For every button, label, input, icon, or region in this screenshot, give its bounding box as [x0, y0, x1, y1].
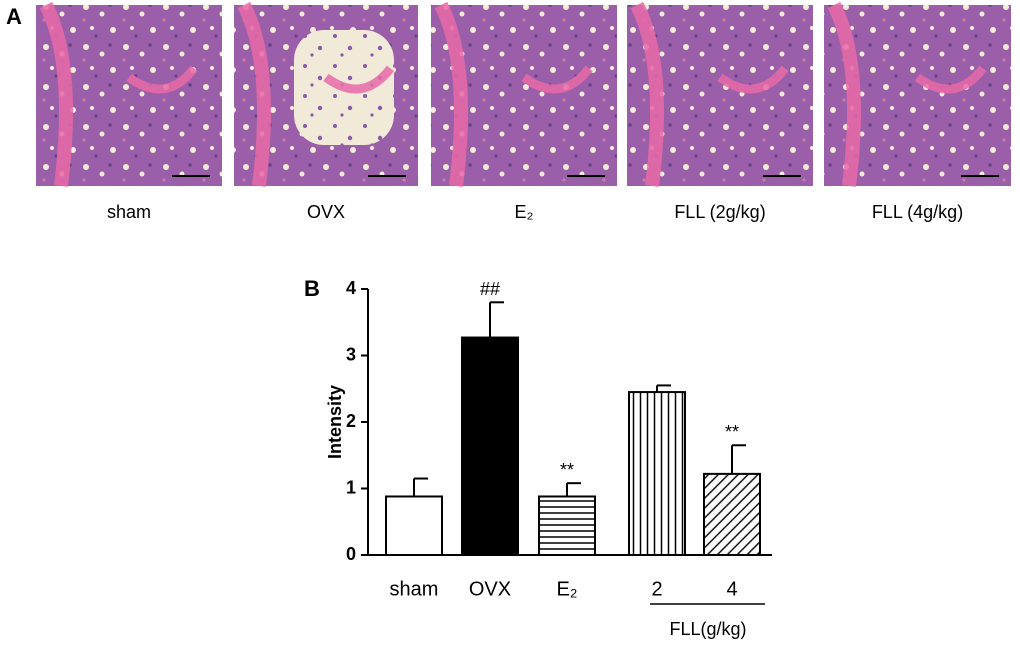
trabecula [126, 65, 198, 94]
y-tick-label: 3 [346, 344, 356, 364]
trabecula [914, 65, 987, 94]
image-row [36, 1, 1011, 187]
trabecula [521, 65, 593, 94]
significance-label: ** [560, 460, 574, 480]
y-tick-label: 0 [346, 544, 356, 564]
y-tick-label: 1 [346, 477, 356, 497]
trabecula [717, 65, 789, 94]
image-caption: E₂ [515, 202, 534, 222]
bar [703, 472, 761, 556]
panel-label: B [304, 276, 320, 301]
trabecula [827, 1, 861, 187]
bar [628, 391, 686, 557]
trabecula [630, 1, 664, 187]
trabecula [323, 65, 394, 94]
image-caption: FLL (2g/kg) [674, 202, 765, 222]
x-tick-label: E₂ [556, 578, 577, 600]
significance-label: ## [480, 279, 500, 299]
x-tick-label: OVX [469, 578, 511, 600]
bar [461, 336, 519, 557]
y-axis-label: Intensity [325, 385, 345, 459]
significance-label: ** [725, 422, 739, 442]
bar [538, 495, 596, 557]
bar [385, 495, 443, 557]
x-tick-label: 2 [651, 578, 662, 600]
image-caption: FLL (4g/kg) [872, 202, 963, 222]
group-label: FLL(g/kg) [669, 619, 746, 639]
y-tick-label: 2 [346, 411, 356, 431]
image-caption: sham [107, 202, 151, 222]
panel-label: A [6, 4, 22, 29]
y-tick-label: 4 [346, 278, 356, 298]
x-tick-label: 4 [726, 578, 737, 600]
trabecula [237, 1, 271, 187]
image-caption: OVX [307, 202, 345, 222]
x-tick-label: sham [390, 578, 439, 600]
trabecula [39, 1, 73, 187]
trabecula [434, 1, 468, 187]
